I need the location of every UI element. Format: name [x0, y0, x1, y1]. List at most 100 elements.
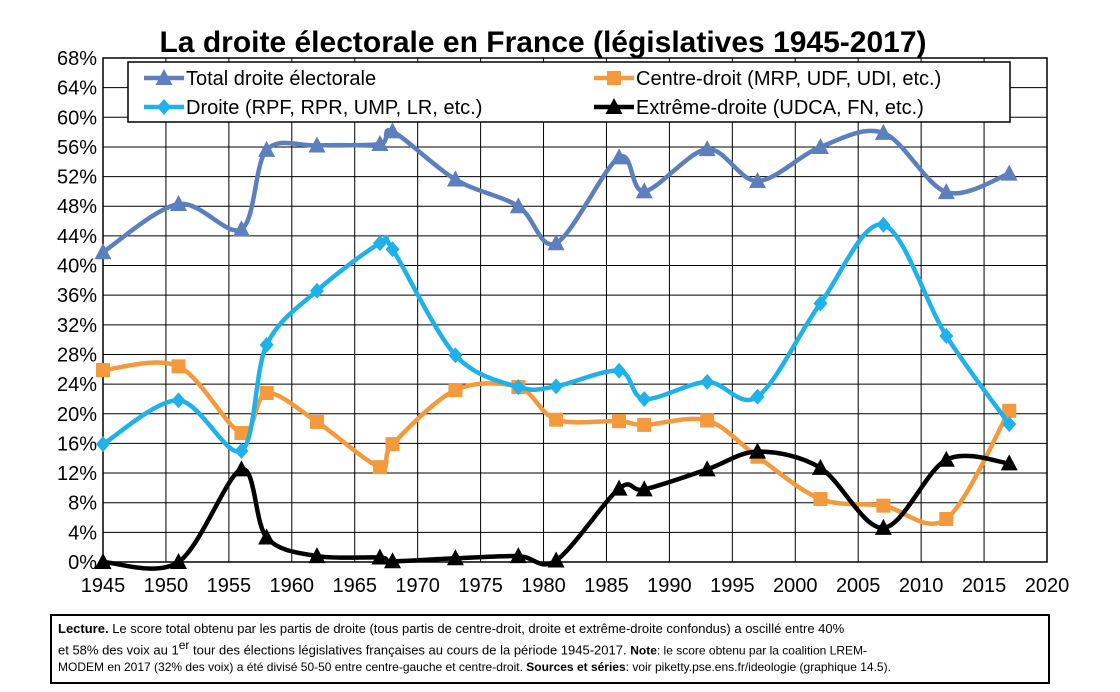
y-tick-label: 60% [57, 107, 97, 129]
data-point-centre-droit [876, 498, 891, 513]
data-point-extreme-droite [874, 518, 892, 535]
x-tick-label: 1970 [395, 575, 440, 597]
data-point-droite [876, 216, 891, 233]
legend-label: Extrême-droite (UDCA, FN, etc.) [636, 97, 924, 119]
data-point-droite [1002, 416, 1017, 433]
x-tick-label: 2015 [962, 575, 1007, 597]
y-tick-label: 44% [57, 226, 97, 248]
data-point-extreme-droite [371, 548, 389, 565]
data-point-droite [511, 379, 526, 396]
data-point-extreme-droite [509, 547, 527, 564]
x-tick-label: 1955 [207, 575, 252, 597]
data-point-total-droite [94, 243, 112, 260]
data-point-extreme-droite [383, 552, 401, 569]
x-tick-label: 1975 [458, 575, 503, 597]
data-point-total-droite [635, 182, 653, 199]
series-layer [94, 122, 1018, 571]
data-point-total-droite [547, 234, 565, 251]
sources-text: : voir piketty.pse.ens.fr/ideologie (gra… [625, 660, 891, 675]
data-point-total-droite [446, 170, 464, 187]
grid [102, 57, 1048, 563]
data-point-extreme-droite [811, 458, 829, 475]
data-point-droite [939, 327, 954, 344]
note-line-3: MODEM en 2017 (32% des voix) a été divis… [58, 659, 1042, 676]
data-point-centre-droit [549, 412, 564, 427]
x-tick-label: 1990 [647, 575, 692, 597]
series-line-total-droite [101, 128, 1011, 255]
lecture-text-1: Le score total obtenu par les partis de … [108, 621, 845, 636]
data-point-total-droite [811, 137, 829, 154]
data-point-extreme-droite [446, 549, 464, 566]
data-point-total-droite [1000, 164, 1018, 181]
data-point-total-droite [170, 195, 188, 212]
chart: La droite électorale en France (législat… [57, 26, 1070, 597]
legend-item-total-droite: Total droite électorale [144, 68, 376, 90]
data-point-centre-droit [612, 414, 627, 429]
legend: Total droite électorale Centre-droit (MRP… [127, 61, 1011, 123]
data-point-total-droite [383, 122, 401, 139]
data-point-centre-droit [259, 386, 274, 401]
y-tick-label: 20% [57, 404, 97, 426]
x-tick-label: 2005 [836, 575, 881, 597]
lecture-text-2a: et 58% des voix au 1 [58, 642, 179, 658]
x-tick-label: 1960 [270, 575, 315, 597]
y-tick-label: 68% [57, 48, 97, 70]
data-point-centre-droit [813, 492, 828, 506]
note-line-2: et 58% des voix au 1er tour des élection… [58, 637, 1042, 659]
x-tick-label: 1980 [521, 575, 566, 597]
data-point-total-droite [509, 197, 527, 214]
x-tick-label: 2020 [1025, 575, 1070, 597]
lecture-label: Lecture. [58, 621, 109, 636]
data-point-centre-droit [1002, 403, 1017, 418]
x-tick-label: 2010 [899, 575, 944, 597]
data-point-centre-droit [309, 414, 324, 429]
chart-title: La droite électorale en France (législat… [159, 26, 926, 59]
data-point-extreme-droite [1000, 454, 1018, 471]
series-total-droite [94, 122, 1018, 260]
series-centre-droit [96, 359, 1017, 527]
data-point-total-droite [874, 123, 892, 140]
data-point-extreme-droite [94, 553, 112, 569]
data-point-droite [385, 241, 400, 258]
lecture-superscript: er [178, 638, 190, 652]
data-point-droite [171, 392, 186, 409]
y-tick-label: 36% [57, 285, 97, 307]
x-tick-label: 2000 [773, 575, 818, 597]
data-point-centre-droit [700, 413, 715, 428]
data-point-centre-droit [234, 426, 249, 441]
data-point-centre-droit [939, 512, 954, 527]
data-point-extreme-droite [698, 460, 716, 477]
legend-box [127, 61, 1011, 123]
y-tick-label: 48% [57, 196, 97, 218]
data-point-total-droite [749, 172, 767, 189]
data-point-centre-droit [96, 363, 110, 378]
y-tick-label: 16% [57, 433, 97, 455]
data-point-extreme-droite [749, 442, 767, 459]
data-point-centre-droit [637, 417, 652, 432]
data-point-extreme-droite [635, 480, 653, 497]
legend-marker [157, 99, 171, 115]
data-point-droite [309, 282, 324, 299]
data-point-extreme-droite [547, 551, 565, 568]
data-point-droite [372, 235, 387, 252]
data-point-droite [750, 388, 765, 405]
y-tick-label: 12% [57, 463, 97, 485]
data-point-extreme-droite [937, 450, 955, 467]
note-text: : le score obtenu par la coalition LREM- [656, 643, 867, 658]
y-tick-label: 8% [68, 493, 97, 515]
data-point-droite [96, 436, 110, 453]
y-tick-label: 64% [57, 78, 97, 100]
legend-item-centre-droit: Centre-droit (MRP, UDF, UDI, etc.) [594, 68, 941, 90]
data-point-total-droite [371, 134, 389, 151]
legend-item-extreme-droite: Extrême-droite (UDCA, FN, etc.) [594, 97, 924, 119]
sources-label: Sources et séries [526, 660, 626, 675]
y-tick-label: 24% [57, 374, 97, 396]
legend-item-droite: Droite (RPF, RPR, UMP, LR, etc.) [144, 97, 482, 119]
lecture-text-2b: tour des élections législatives français… [189, 642, 631, 658]
x-tick-label: 1965 [332, 575, 377, 597]
y-tick-label: 4% [68, 522, 97, 544]
data-point-total-droite [232, 220, 250, 237]
note-label: Note [630, 643, 657, 658]
data-point-centre-droit [171, 359, 186, 374]
data-point-droite [700, 373, 715, 390]
